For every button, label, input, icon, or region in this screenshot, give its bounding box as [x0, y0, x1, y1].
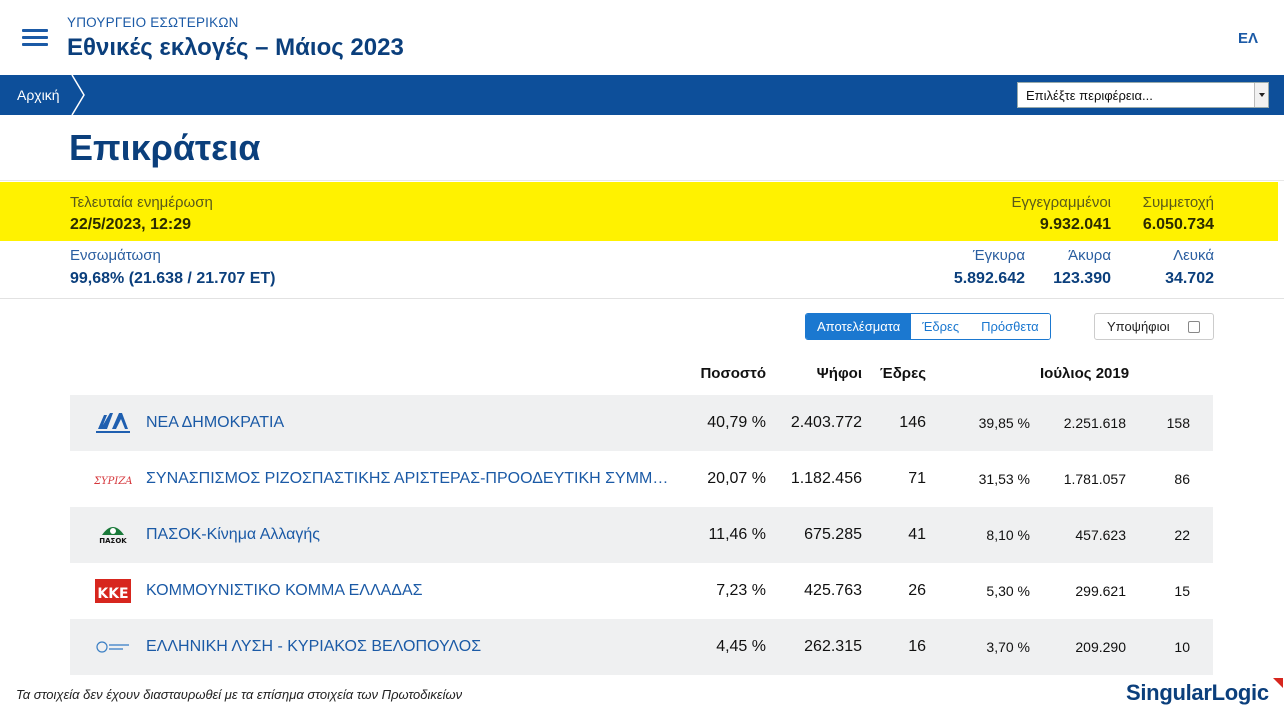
- prev-percent: 5,30 %: [986, 583, 1030, 599]
- prev-seats: 22: [1174, 527, 1190, 543]
- party-logo-nd: [96, 413, 130, 433]
- party-percent: 4,45 %: [716, 638, 766, 655]
- party-name[interactable]: ΕΛΛΗΝΙΚΗ ΛΥΣΗ - ΚΥΡΙΑΚΟΣ ΒΕΛΟΠΟΥΛΟΣ: [146, 638, 482, 655]
- table-row[interactable]: ΝΕΑ ΔΗΜΟΚΡΑΤΙΑ 40,79 % 2.403.772 146 39,…: [70, 395, 1213, 451]
- party-seats: 26: [908, 582, 926, 599]
- table-row[interactable]: ΣΥΡΙΖΑ ΣΥΝΑΣΠΙΣΜΟΣ ΡΙΖΟΣΠΑΣΤΙΚΗΣ ΑΡΙΣΤΕΡ…: [70, 451, 1213, 507]
- party-logo-elliniki-lysi: [96, 641, 129, 653]
- divider: [0, 180, 1284, 181]
- brand-logo: SingularLogic: [1126, 678, 1283, 706]
- menu-icon[interactable]: [22, 29, 48, 47]
- table-row[interactable]: ΕΛΛΗΝΙΚΗ ΛΥΣΗ - ΚΥΡΙΑΚΟΣ ΒΕΛΟΠΟΥΛΟΣ 4,45…: [70, 619, 1213, 675]
- party-logo-text: ΚΚΕ: [97, 586, 128, 602]
- prev-seats: 10: [1174, 639, 1190, 655]
- chevron-right-icon: [71, 75, 85, 115]
- candidates-label: Υποψήφιοι: [1107, 319, 1170, 334]
- prev-votes: 457.623: [1075, 527, 1126, 543]
- header-previous: Ιούλιος 2019: [1040, 365, 1130, 382]
- prev-percent: 3,70 %: [986, 639, 1030, 655]
- region-select[interactable]: Επιλέξτε περιφέρεια...: [1017, 82, 1269, 108]
- table-row[interactable]: ΚΚΕ ΚΟΜΜΟΥΝΙΣΤΙΚΟ ΚΟΜΜΑ ΕΛΛΑΔΑΣ 7,23 % 4…: [70, 563, 1213, 619]
- prev-votes: 209.290: [1075, 639, 1126, 655]
- breadcrumb-home[interactable]: Αρχική: [17, 87, 60, 103]
- registered-value: 9.932.041: [1039, 216, 1111, 233]
- prev-percent: 31,53 %: [978, 471, 1030, 487]
- tab-seats[interactable]: Έδρες: [911, 314, 971, 339]
- party-seats: 41: [908, 526, 926, 543]
- region-select-value: Επιλέξτε περιφέρεια...: [1026, 88, 1153, 103]
- tab-additional[interactable]: Πρόσθετα: [970, 314, 1050, 339]
- tab-results[interactable]: Αποτελέσματα: [806, 314, 912, 339]
- header-votes: Ψήφοι: [816, 365, 862, 382]
- party-seats: 71: [908, 470, 926, 487]
- party-logo-pasok: ΠΑΣΟΚ: [99, 527, 127, 545]
- nav-bar: Αρχική Επιλέξτε περιφέρεια...: [0, 75, 1284, 115]
- party-percent: 40,79 %: [707, 414, 766, 431]
- stats-highlight-band: Τελευταία ενημέρωση 22/5/2023, 12:29 Εγγ…: [0, 182, 1278, 241]
- prev-seats: 158: [1166, 415, 1190, 431]
- brand-mark-icon: [1272, 678, 1283, 688]
- election-title: Εθνικές εκλογές – Μάιος 2023: [67, 34, 404, 61]
- table-row[interactable]: ΠΑΣΟΚ ΠΑΣΟΚ-Κίνημα Αλλαγής 11,46 % 675.2…: [70, 507, 1213, 563]
- candidates-toggle[interactable]: Υποψήφιοι: [1094, 313, 1214, 340]
- party-name[interactable]: ΚΟΜΜΟΥΝΙΣΤΙΚΟ ΚΟΜΜΑ ΕΛΛΑΔΑΣ: [146, 582, 423, 599]
- party-votes: 425.763: [804, 582, 862, 599]
- prev-votes: 2.251.618: [1063, 415, 1126, 431]
- party-logo-kke: ΚΚΕ: [95, 579, 131, 603]
- party-percent: 20,07 %: [707, 470, 766, 487]
- party-seats: 146: [899, 414, 926, 431]
- header-seats: Έδρες: [879, 365, 926, 382]
- dropdown-caret-icon: [1254, 83, 1268, 107]
- party-logo-syriza: ΣΥΡΙΖΑ: [94, 476, 132, 487]
- prev-votes: 1.781.057: [1063, 471, 1126, 487]
- language-switch[interactable]: ΕΛ: [1237, 30, 1258, 47]
- party-votes: 2.403.772: [790, 414, 862, 431]
- app-header: ΥΠΟΥΡΓΕΙΟ ΕΣΩΤΕΡΙΚΩΝ Εθνικές εκλογές – Μ…: [0, 0, 1284, 75]
- party-percent: 11,46 %: [708, 526, 766, 543]
- brand-text: SingularLogic: [1126, 680, 1269, 705]
- party-name[interactable]: ΣΥΝΑΣΠΙΣΜΟΣ ΡΙΖΟΣΠΑΣΤΙΚΗΣ ΑΡΙΣΤΕΡΑΣ-ΠΡΟΟ…: [146, 470, 676, 487]
- prev-percent: 8,10 %: [986, 527, 1030, 543]
- blank-label: Λευκά: [1173, 247, 1214, 264]
- header-percent: Ποσοστό: [700, 365, 766, 382]
- valid-label: Έγκυρα: [972, 247, 1025, 264]
- disclaimer-note: Τα στοιχεία δεν έχουν διασταυρωθεί με τα…: [16, 687, 463, 702]
- blank-value: 34.702: [1165, 270, 1214, 287]
- party-votes: 675.285: [804, 526, 862, 543]
- prev-votes: 299.621: [1075, 583, 1126, 599]
- prev-percent: 39,85 %: [978, 415, 1030, 431]
- divider: [0, 298, 1284, 299]
- last-update-label: Τελευταία ενημέρωση: [70, 194, 213, 211]
- last-update-value: 22/5/2023, 12:29: [70, 216, 191, 233]
- turnout-value: 6.050.734: [1142, 216, 1214, 233]
- ministry-label: ΥΠΟΥΡΓΕΙΟ ΕΣΩΤΕΡΙΚΩΝ: [67, 15, 239, 30]
- party-seats: 16: [908, 638, 926, 655]
- party-votes: 1.182.456: [790, 470, 862, 487]
- party-percent: 7,23 %: [716, 582, 766, 599]
- party-name[interactable]: ΝΕΑ ΔΗΜΟΚΡΑΤΙΑ: [146, 414, 285, 431]
- page-title: Επικράτεια: [69, 127, 261, 168]
- party-logo-text: ΠΑΣΟΚ: [99, 537, 127, 545]
- party-name[interactable]: ΠΑΣΟΚ-Κίνημα Αλλαγής: [146, 526, 321, 543]
- valid-value: 5.892.642: [953, 270, 1025, 287]
- prev-seats: 86: [1174, 471, 1190, 487]
- checkbox-icon[interactable]: [1188, 321, 1200, 333]
- turnout-label: Συμμετοχή: [1142, 194, 1214, 211]
- integration-label: Ενσωμάτωση: [70, 247, 161, 264]
- integration-value: 99,68% (21.638 / 21.707 ΕΤ): [70, 270, 276, 287]
- party-votes: 262.315: [804, 638, 862, 655]
- invalid-label: Άκυρα: [1068, 247, 1111, 264]
- invalid-value: 123.390: [1053, 270, 1111, 287]
- prev-seats: 15: [1174, 583, 1190, 599]
- party-logo-text: ΣΥΡΙΖΑ: [94, 476, 132, 487]
- view-tabs: Αποτελέσματα Έδρες Πρόσθετα: [805, 313, 1051, 340]
- registered-label: Εγγεγραμμένοι: [1011, 194, 1111, 211]
